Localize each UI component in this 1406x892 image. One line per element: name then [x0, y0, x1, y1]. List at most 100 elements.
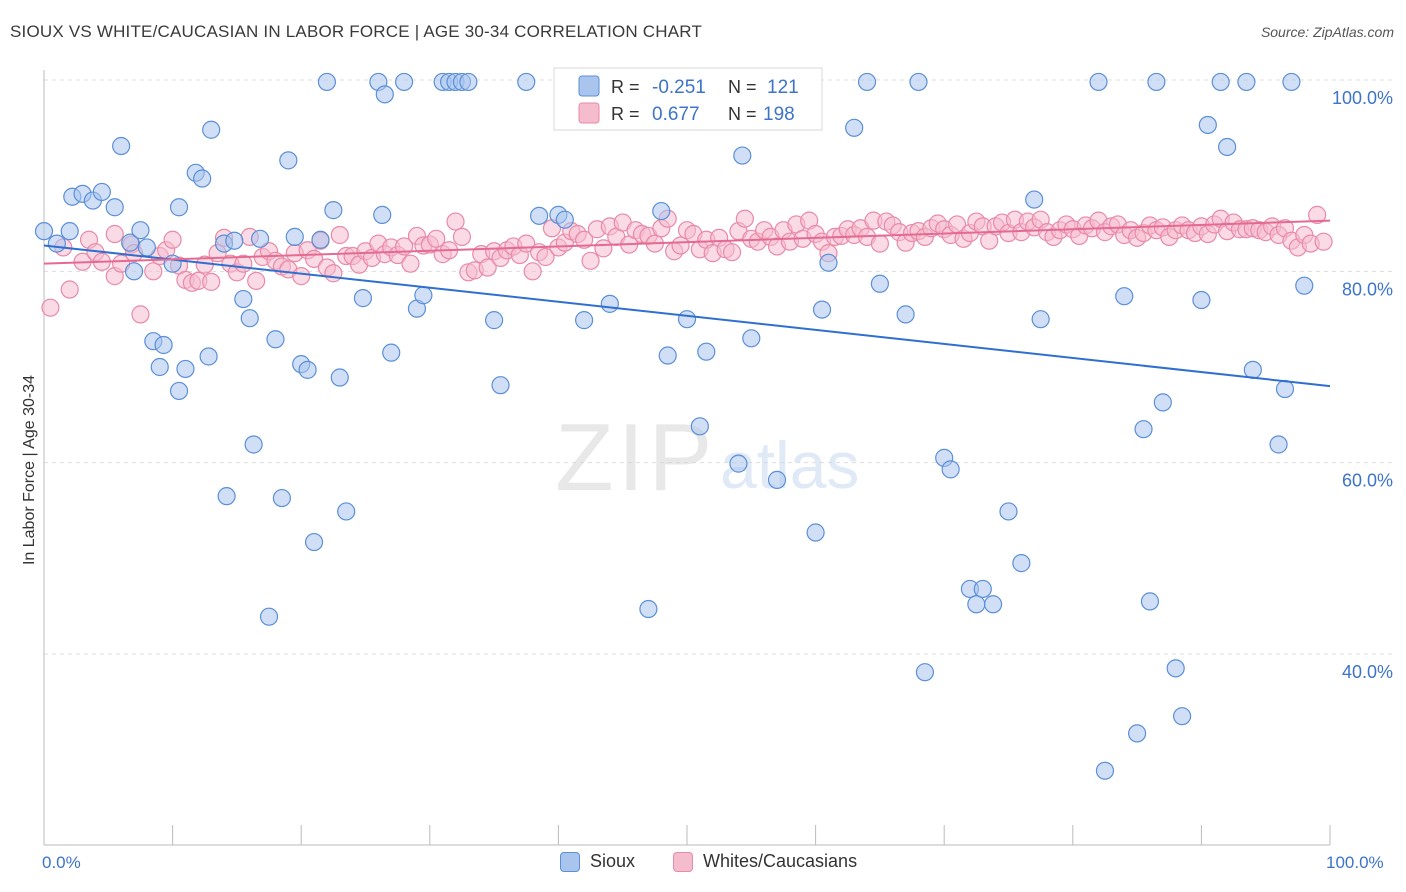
y-tick-label-80: 80.0%: [1342, 279, 1393, 299]
sioux-point-115: [1295, 276, 1314, 295]
legend-n-label-sioux: N =: [728, 77, 757, 97]
white-caucasian-points: [41, 205, 1333, 324]
sioux-point-2: [60, 222, 79, 241]
sioux-point-67: [658, 346, 677, 365]
trend-line-sioux: [43, 244, 1331, 388]
x-tick-label-min: 0.0%: [42, 853, 81, 872]
sioux-point-37: [298, 360, 317, 379]
sioux-point-113: [1275, 379, 1295, 399]
white-point-2: [60, 280, 79, 299]
watermark: ZIP atlas: [555, 404, 859, 511]
legend-swatch-sioux: [578, 75, 600, 97]
sioux-point-7: [105, 198, 124, 217]
white-point-103: [722, 243, 742, 262]
sioux-point-104: [1166, 659, 1185, 678]
sioux-point-12: [137, 238, 156, 257]
bottom-legend-item-white[interactable]: Whites/Caucasians: [673, 851, 857, 872]
sioux-point-56: [459, 72, 478, 92]
axes: [43, 70, 1331, 846]
sioux-point-28: [240, 309, 259, 328]
sioux-point-99: [1127, 724, 1147, 743]
sioux-point-66: [652, 201, 671, 221]
white-point-13: [144, 262, 163, 281]
sioux-point-57: [485, 311, 504, 330]
y-tick-label-60: 60.0%: [1342, 471, 1393, 491]
bottom-legend-label-sioux: Sioux: [590, 851, 636, 871]
sioux-point-49: [394, 72, 414, 92]
sioux-point-35: [285, 227, 304, 246]
sioux-point-107: [1198, 115, 1217, 135]
sioux-point-23: [202, 120, 221, 139]
sioux-point-81: [845, 118, 864, 137]
white-point-126: [870, 234, 890, 253]
sioux-point-102: [1147, 72, 1166, 92]
white-point-105: [735, 209, 754, 228]
bottom-legend-item-sioux[interactable]: Sioux: [560, 851, 635, 872]
sioux-point-38: [304, 532, 324, 552]
chart-title: SIOUX VS WHITE/CAUCASIAN IN LABOR FORCE …: [10, 22, 703, 41]
grid-lines: [44, 79, 1392, 655]
bottom-legend-label-white: Whites/Caucasians: [703, 851, 858, 871]
sioux-point-14: [150, 357, 169, 377]
legend-n-value-white: 198: [763, 104, 795, 125]
legend-r-value-sioux: -0.251: [652, 77, 706, 98]
sioux-point-103: [1153, 393, 1172, 412]
sioux-point-95: [1031, 310, 1050, 329]
sioux-points: [34, 72, 1314, 780]
legend-box: R = -0.251 N = 121 R = 0.677 N = 198: [553, 67, 823, 131]
legend-n-label-white: N =: [728, 104, 757, 124]
sioux-point-19: [176, 359, 195, 379]
sioux-point-29: [244, 435, 263, 454]
sioux-point-0: [34, 222, 54, 241]
bottom-legend: Sioux Whites/Caucasians: [0, 851, 1406, 877]
sioux-point-100: [1134, 420, 1153, 439]
sioux-point-15: [154, 335, 173, 355]
white-point-195: [1314, 232, 1333, 251]
white-point-42: [330, 225, 349, 245]
sioux-point-110: [1237, 72, 1256, 92]
sioux-point-65: [639, 599, 658, 619]
sioux-point-9: [121, 233, 140, 252]
sioux-point-8: [112, 136, 131, 156]
sioux-point-39: [311, 230, 330, 249]
sioux-point-82: [870, 274, 890, 293]
sioux-point-83: [896, 305, 915, 324]
sioux-point-96: [1089, 72, 1108, 92]
sioux-point-42: [330, 368, 349, 387]
sioux-point-109: [1218, 137, 1237, 157]
sioux-point-31: [259, 607, 279, 626]
bottom-legend-swatch-white: [673, 851, 693, 872]
white-point-60: [446, 212, 465, 231]
sioux-point-101: [1140, 592, 1160, 611]
white-point-16: [163, 230, 182, 249]
white-point-22: [202, 272, 221, 291]
sioux-point-85: [915, 663, 935, 682]
white-point-29: [247, 271, 266, 290]
sioux-point-11: [131, 221, 150, 240]
sioux-point-69: [690, 417, 709, 436]
sioux-point-92: [999, 502, 1018, 521]
white-point-53: [401, 254, 420, 273]
sioux-point-70: [697, 342, 716, 361]
sioux-point-93: [1012, 554, 1031, 573]
x-tick-label-max: 100.0%: [1326, 853, 1384, 872]
sioux-point-34: [279, 151, 298, 170]
sioux-point-62: [555, 210, 574, 229]
sioux-point-47: [375, 85, 394, 104]
sioux-point-73: [742, 329, 761, 348]
legend-r-label-sioux: R =: [611, 77, 640, 97]
watermark-zip: ZIP: [555, 404, 716, 511]
white-point-7: [105, 224, 124, 244]
sioux-point-114: [1282, 72, 1301, 92]
sioux-point-32: [266, 330, 285, 349]
sioux-point-27: [234, 289, 253, 309]
y-tick-label-100: 100.0%: [1332, 88, 1393, 108]
legend-swatch-white: [578, 102, 600, 124]
white-point-74: [536, 247, 555, 267]
sioux-point-105: [1173, 707, 1192, 726]
trend-lines: [43, 219, 1331, 388]
sioux-point-22: [199, 347, 218, 366]
sioux-point-91: [983, 595, 1003, 614]
legend-r-label-white: R =: [611, 104, 640, 124]
